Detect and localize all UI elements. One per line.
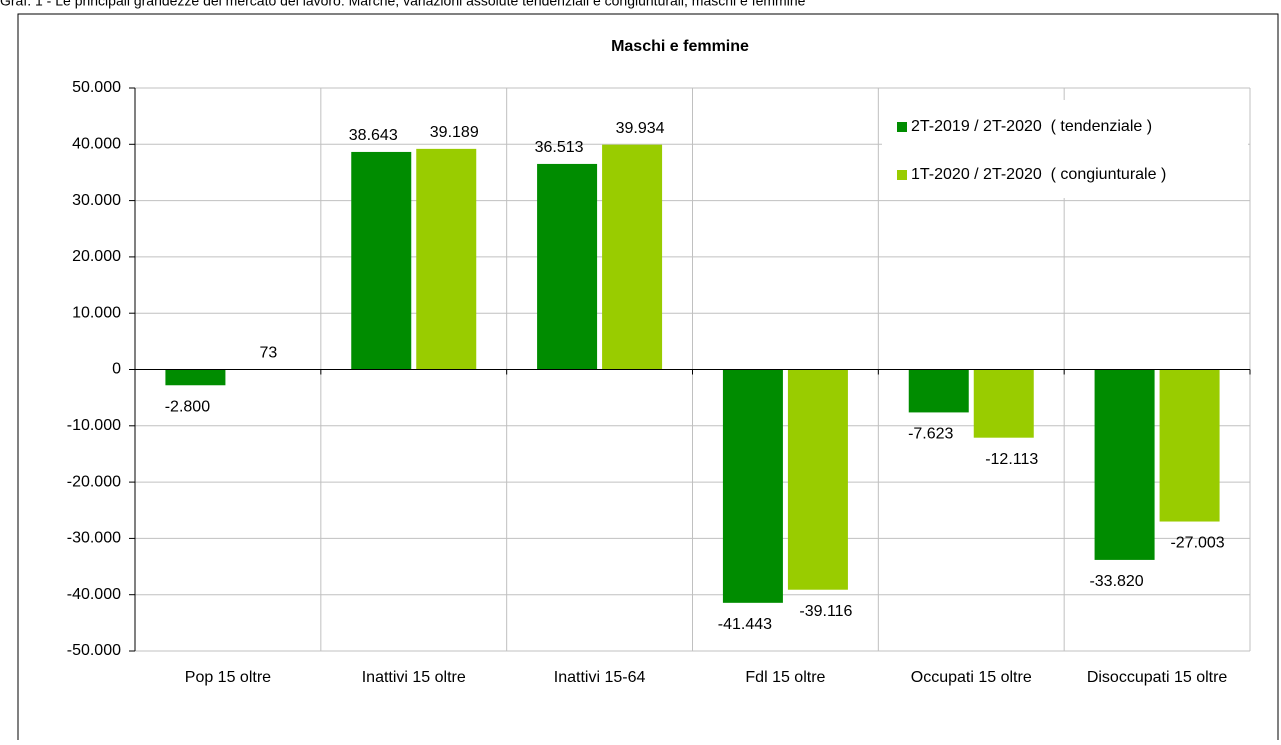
y-tick-label: -30.000: [67, 530, 121, 547]
x-tick-label: Fdl 15 oltre: [745, 669, 825, 686]
x-tick-label: Disoccupati 15 oltre: [1087, 669, 1228, 686]
x-tick-label: Occupati 15 oltre: [911, 669, 1032, 686]
bar: [351, 152, 411, 370]
y-tick-label: 10.000: [72, 304, 121, 321]
data-label: 39.189: [430, 124, 479, 141]
y-tick-label: -50.000: [67, 642, 121, 659]
x-tick-label: Inattivi 15-64: [554, 669, 646, 686]
legend-swatch: [897, 170, 907, 180]
data-label: -41.443: [718, 616, 772, 633]
chart-title: Maschi e femmine: [611, 38, 749, 55]
data-label: -7.623: [908, 426, 953, 443]
bar: [723, 370, 783, 603]
y-tick-label: 20.000: [72, 248, 121, 265]
y-tick-label: 50.000: [72, 79, 121, 96]
y-tick-label: 30.000: [72, 192, 121, 209]
bar: [537, 164, 597, 370]
bar: [1160, 370, 1220, 522]
legend-label: 2T-2019 / 2T-2020 ( tendenziale ): [911, 118, 1152, 135]
data-label: 36.513: [535, 139, 584, 156]
legend-box: [882, 100, 1248, 198]
legend-label: 1T-2020 / 2T-2020 ( congiunturale ): [911, 166, 1166, 183]
y-tick-label: 0: [112, 361, 121, 378]
x-tick-label: Pop 15 oltre: [185, 669, 271, 686]
data-label: 73: [260, 344, 278, 361]
legend-swatch: [897, 122, 907, 132]
bar: [974, 370, 1034, 438]
y-tick-label: 40.000: [72, 136, 121, 153]
y-tick-label: -10.000: [67, 417, 121, 434]
data-label: -27.003: [1170, 535, 1224, 552]
data-label: 39.934: [616, 120, 665, 137]
bar: [416, 149, 476, 370]
bar: [788, 370, 848, 590]
y-tick-label: -20.000: [67, 473, 121, 490]
data-label: -39.116: [799, 603, 852, 620]
bar: [602, 145, 662, 370]
bar: [1095, 370, 1155, 560]
data-label: -2.800: [165, 398, 210, 415]
y-tick-label: -40.000: [67, 586, 121, 603]
data-label: -33.820: [1089, 573, 1143, 590]
bar: [165, 370, 225, 386]
data-label: -12.113: [985, 451, 1038, 468]
data-label: 38.643: [349, 127, 398, 144]
bar: [909, 370, 969, 413]
x-tick-label: Inattivi 15 oltre: [362, 669, 466, 686]
caption: Graf. 1 - Le principali grandezze del me…: [0, 0, 806, 9]
